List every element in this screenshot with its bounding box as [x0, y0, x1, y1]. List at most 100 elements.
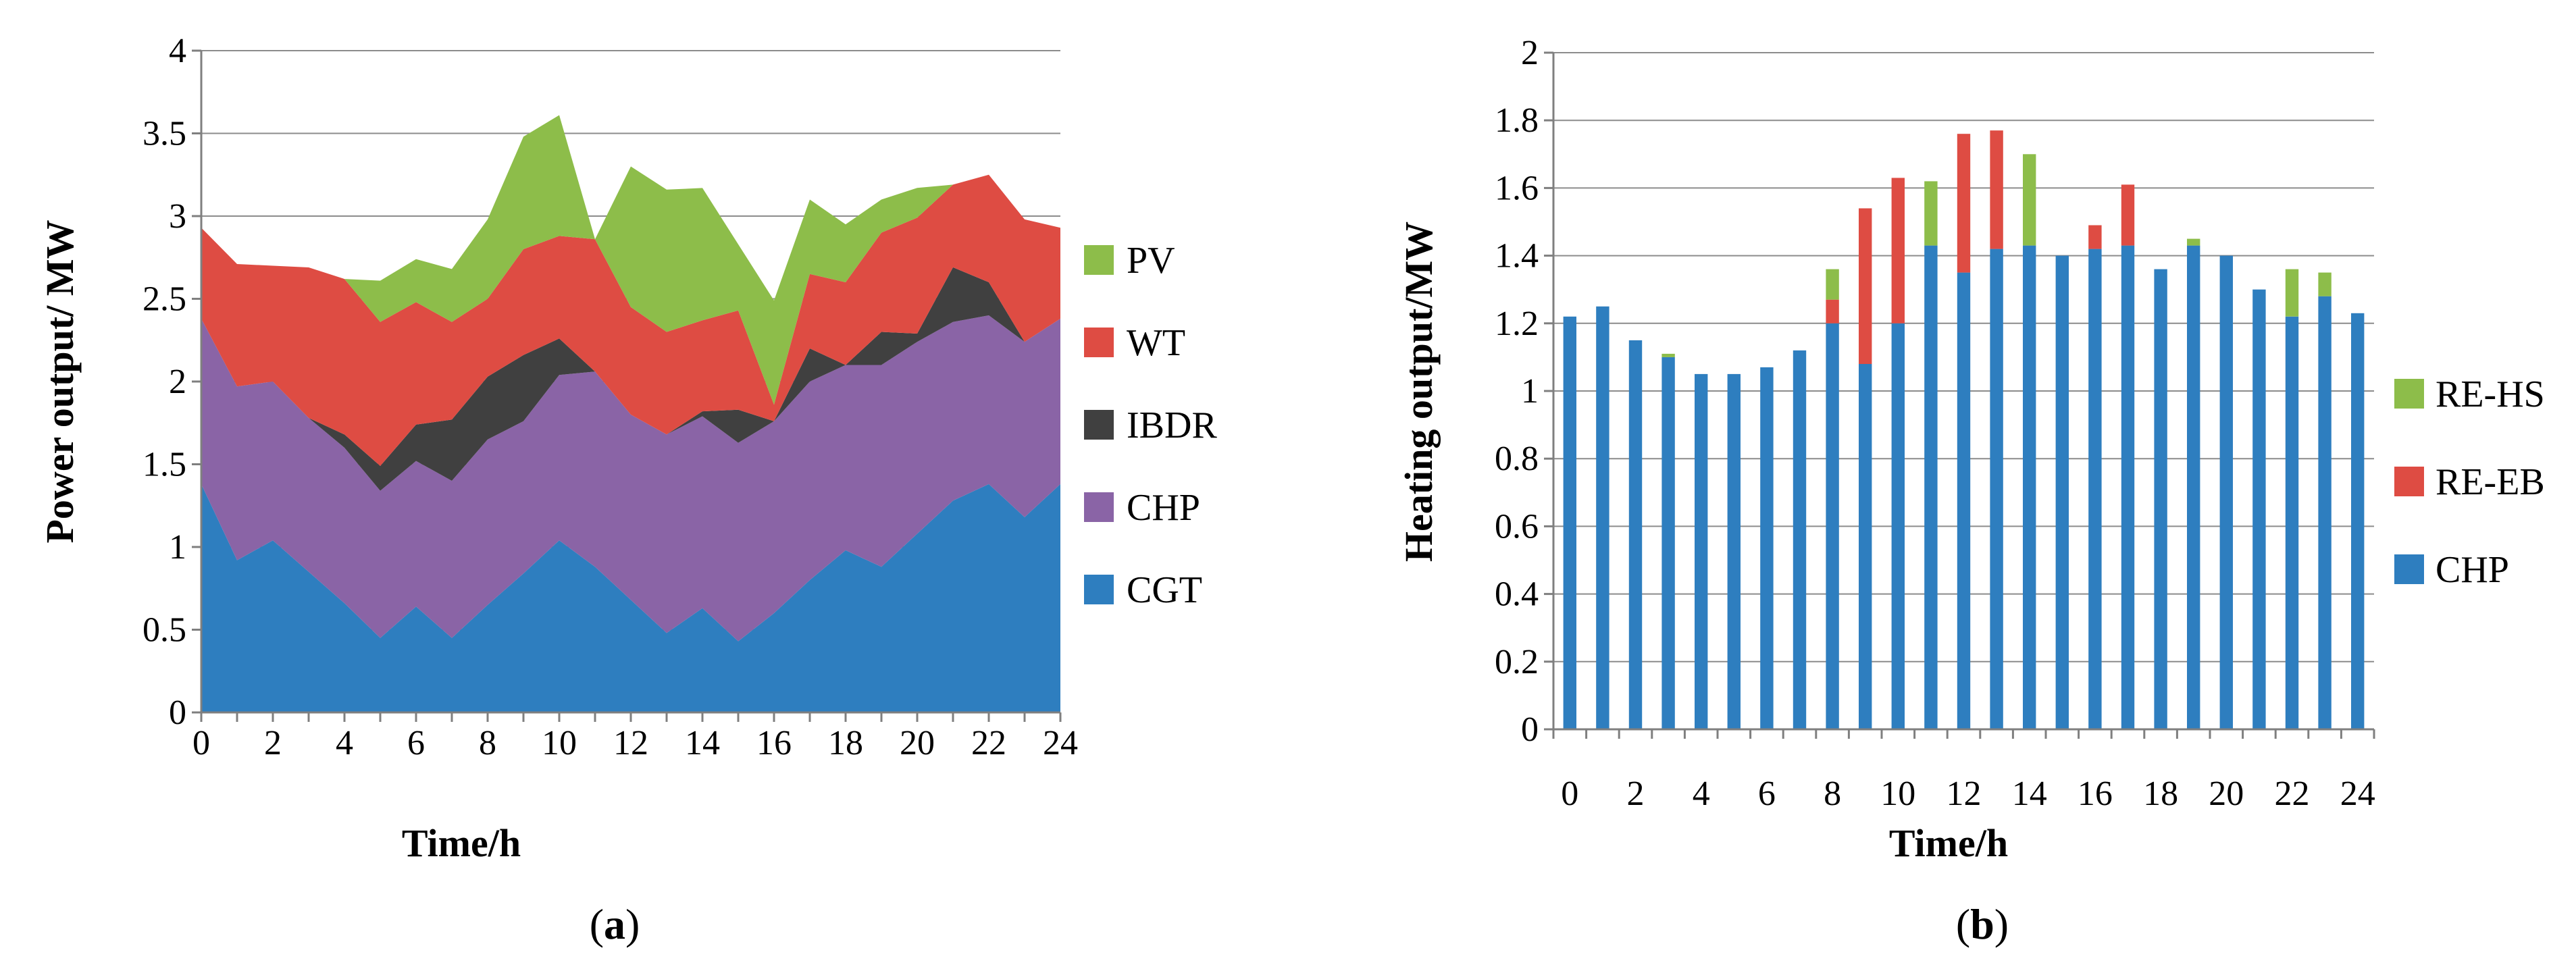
x-tick-label: 22: [971, 724, 1006, 762]
x-tick-label: 0: [192, 724, 210, 762]
bar-chp-t10: [1891, 323, 1905, 729]
x-tick-label: 10: [542, 724, 577, 762]
bar-re-eb-t10: [1891, 178, 1905, 323]
bar-chp-t15: [2055, 255, 2069, 730]
x-tick-label: 4: [1693, 775, 1710, 813]
legend-label-wt: WT: [1127, 322, 1185, 364]
x-tick-label: 6: [1758, 775, 1776, 813]
bar-re-hs-t11: [1924, 181, 1938, 246]
bar-re-hs-t22: [2285, 269, 2299, 317]
legend-swatch-re-hs: [2394, 379, 2424, 409]
x-tick-label: 0: [1561, 775, 1578, 813]
x-tick-label: 6: [407, 724, 425, 762]
bar-re-hs-t19: [2187, 238, 2200, 246]
y-tick-label: 4: [169, 32, 186, 70]
chart-a-y-axis-title: Power output/ MW: [38, 219, 82, 543]
legend-label-re-eb: RE-EB: [2436, 461, 2545, 503]
legend-swatch-cgt: [1084, 575, 1114, 604]
legend-label-chp: CHP: [2436, 549, 2509, 591]
bar-re-eb-t13: [1990, 130, 2003, 249]
bar-chp-t12: [1957, 272, 1971, 730]
x-tick-label: 16: [756, 724, 792, 762]
x-tick-label: 2: [264, 724, 282, 762]
x-tick-label: 24: [2340, 775, 2375, 813]
area-cgt: [201, 484, 1060, 712]
chart-a-x-tick-labels: 0 2 4 6 8 10 12 14 16 18 20 22 24: [192, 724, 1078, 762]
bar-re-eb-t12: [1957, 134, 1971, 273]
legend-label-pv: PV: [1127, 240, 1175, 282]
bar-re-hs-t14: [2023, 154, 2036, 246]
y-tick-label: 1.5: [143, 446, 186, 484]
y-tick-label: 1.2: [1495, 305, 1539, 343]
bar-re-hs-t8: [1826, 269, 1839, 300]
x-tick-label: 20: [2209, 775, 2244, 813]
chart-b-x-axis-title: Time/h: [1889, 821, 2008, 865]
bar-chp-t24: [2351, 313, 2365, 729]
bar-chp-t16: [2088, 249, 2102, 730]
bar-chp-t14: [2023, 245, 2036, 730]
x-tick-label: 18: [2143, 775, 2178, 813]
bar-chp-t11: [1924, 245, 1938, 730]
y-tick-label: 0.8: [1495, 440, 1539, 478]
y-tick-label: 0: [1521, 710, 1539, 749]
legend-label-cgt: CGT: [1127, 569, 1202, 611]
bar-re-eb-t17: [2121, 184, 2135, 246]
bar-chp-t13: [1990, 249, 2003, 730]
chart-b-x-tick-labels: 0 2 4 6 8 10 12 14 16 18 20 22 24: [1561, 775, 2375, 813]
y-tick-label: 0.5: [143, 611, 186, 650]
bar-re-hs-t23: [2318, 272, 2332, 296]
y-tick-label: 3.5: [143, 115, 186, 153]
area-chp: [201, 315, 1060, 642]
area-wt: [201, 174, 1060, 466]
legend-swatch-wt: [1084, 328, 1114, 357]
chart-a-axes: [192, 49, 1062, 722]
legend-swatch-chp: [2394, 554, 2424, 584]
x-tick-label: 12: [613, 724, 648, 762]
y-tick-label: 1: [169, 528, 186, 567]
y-tick-label: 0: [169, 694, 186, 732]
legend-label-chp: CHP: [1127, 487, 1200, 529]
bar-chp-t19: [2187, 245, 2200, 730]
legend-label-re-hs: RE-HS: [2436, 373, 2545, 415]
x-tick-label: 14: [685, 724, 720, 762]
x-tick-label: 4: [336, 724, 353, 762]
bar-re-eb-t16: [2088, 225, 2102, 249]
y-tick-label: 2.5: [143, 280, 186, 319]
bar-re-hs-t3: [1661, 353, 1675, 357]
area-ibdr: [201, 267, 1060, 491]
bar-re-eb-t9: [1859, 208, 1872, 364]
legend-swatch-chp: [1084, 492, 1114, 522]
chart-a-caption-letter: a: [604, 900, 625, 948]
chart-a-caption: (a): [590, 900, 640, 948]
legend-swatch-re-eb: [2394, 467, 2424, 496]
chart-b: 00.20.40.60.811.21.41.61.82 0 2 4 6 8 10 12 14 1…: [1397, 34, 2545, 948]
x-tick-label: 8: [479, 724, 496, 762]
y-tick-label: 0.4: [1495, 575, 1539, 614]
bar-chp-t22: [2285, 316, 2299, 729]
x-tick-label: 10: [1880, 775, 1915, 813]
area-pv: [201, 115, 1060, 405]
x-tick-label: 24: [1043, 724, 1078, 762]
bar-chp-t18: [2154, 269, 2167, 730]
chart-b-axes: [1544, 51, 2375, 739]
y-tick-label: 1.8: [1495, 101, 1539, 140]
y-tick-label: 1.6: [1495, 169, 1539, 207]
y-tick-label: 2: [1521, 34, 1539, 72]
x-tick-label: 12: [1947, 775, 1982, 813]
bar-chp-t4: [1695, 373, 1708, 729]
bar-chp-t20: [2219, 255, 2233, 730]
chart-a: 00.511.522.533.54 0 2 4 6 8 10 12 14 16 18 20 22 24 …: [38, 32, 1217, 948]
x-tick-label: 18: [828, 724, 863, 762]
legend-swatch-pv: [1084, 245, 1114, 275]
x-tick-label: 20: [900, 724, 935, 762]
chart-a-y-tick-labels: 0 0.5 1 1.5 2 2.5 3 3.5 4: [143, 32, 186, 732]
y-tick-label: 1: [1521, 372, 1539, 411]
bar-chp-t9: [1859, 363, 1872, 729]
legend-swatch-ibdr: [1084, 410, 1114, 440]
bar-chp-t23: [2318, 296, 2332, 729]
bar-chp-t2: [1628, 340, 1643, 729]
bar-chp-t7: [1793, 350, 1807, 729]
bar-chp-t1: [1596, 306, 1609, 730]
bar-re-eb-t8: [1826, 299, 1839, 323]
